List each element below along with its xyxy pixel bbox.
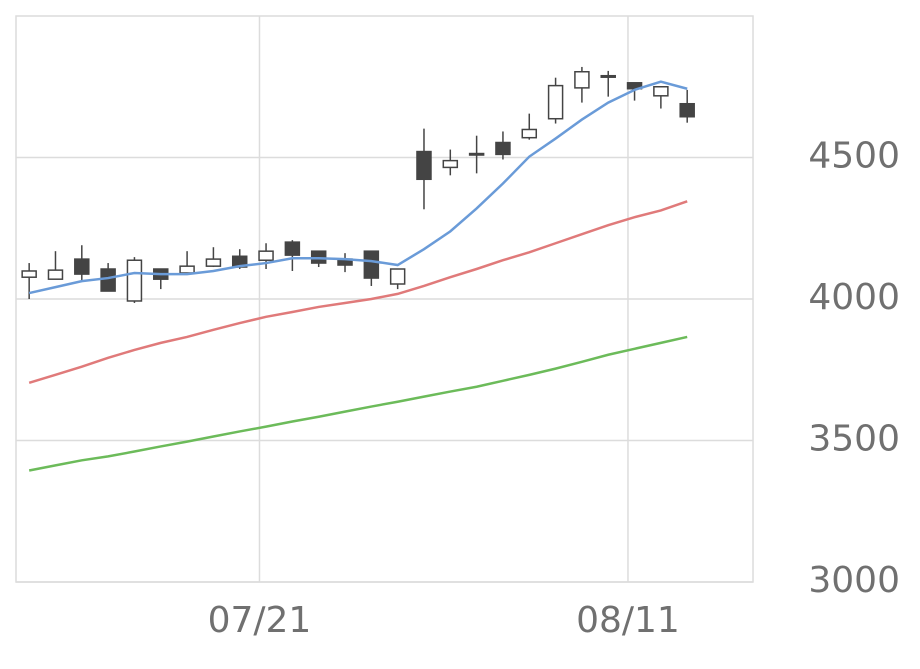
- candle-body: [205, 258, 222, 267]
- candle-body: [495, 141, 511, 156]
- candle-body: [679, 102, 695, 118]
- candle-body: [74, 258, 90, 275]
- y-tick-label: 4500: [808, 136, 900, 177]
- candle-body: [416, 150, 432, 181]
- candle-body: [258, 250, 274, 261]
- candle-body: [363, 250, 380, 279]
- candle-body: [100, 268, 116, 292]
- y-tick-label: 4000: [808, 277, 900, 318]
- x-tick-label: 07/21: [208, 600, 312, 641]
- candle-body: [442, 159, 459, 169]
- moving-average-line: [28, 200, 688, 384]
- candle-body: [468, 152, 485, 156]
- candle-body: [47, 269, 64, 280]
- candle-body: [284, 241, 301, 256]
- candle-body: [21, 270, 37, 278]
- candle-body: [521, 128, 538, 139]
- candle-body: [126, 259, 143, 302]
- candle-body: [389, 268, 406, 285]
- y-tick-label: 3000: [808, 560, 900, 601]
- x-tick-label: 08/11: [576, 600, 680, 641]
- candle-body: [653, 86, 669, 97]
- candle-body: [574, 71, 590, 89]
- candle-body: [547, 84, 564, 120]
- y-tick-label: 3500: [808, 419, 900, 460]
- candle-body: [179, 265, 195, 274]
- moving-average-line: [28, 335, 688, 472]
- moving-average-line: [28, 80, 688, 295]
- candle-body: [600, 74, 616, 78]
